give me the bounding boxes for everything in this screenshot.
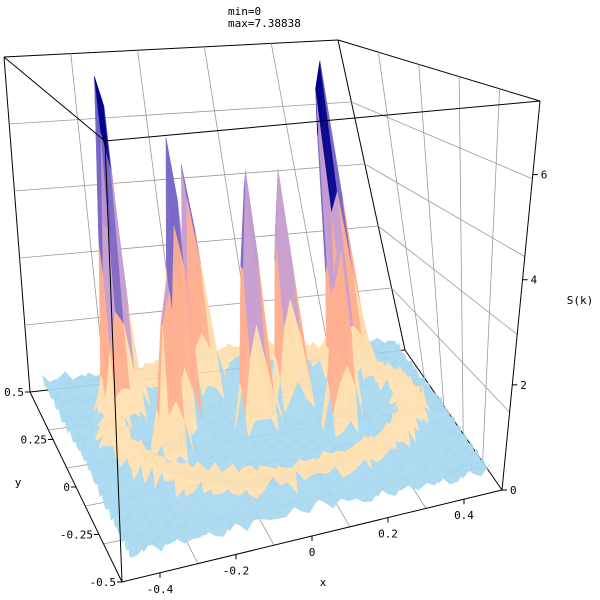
y-tick-label: 0 bbox=[63, 481, 70, 494]
x-tick-label: -0.4 bbox=[147, 583, 174, 596]
z-tick-label: 2 bbox=[520, 379, 527, 392]
y-tick-label: 0.25 bbox=[21, 434, 48, 447]
z-tick-label: 4 bbox=[531, 274, 538, 287]
z-tick-label: 6 bbox=[541, 169, 548, 182]
grid-line bbox=[70, 53, 106, 384]
box-edge bbox=[3, 39, 339, 58]
box-edge bbox=[104, 140, 123, 583]
grid-line bbox=[19, 225, 379, 259]
max-value-label: max=7.38838 bbox=[228, 17, 301, 30]
z-axis-label: S(k) bbox=[567, 294, 594, 307]
grid-line bbox=[270, 43, 331, 359]
y-tick-label: -0.25 bbox=[60, 529, 93, 542]
min-value-label: min=0 bbox=[228, 5, 262, 18]
surface-patch bbox=[479, 463, 490, 477]
y-axis-label: y bbox=[15, 476, 22, 489]
grid-line bbox=[418, 64, 445, 407]
x-tick-label: 0.4 bbox=[454, 509, 474, 522]
x-tick-label: 0.2 bbox=[378, 528, 398, 541]
box-edge bbox=[3, 56, 31, 393]
grid-line bbox=[364, 163, 526, 257]
grid-line bbox=[9, 101, 352, 125]
x-tick-label: -0.2 bbox=[223, 564, 250, 577]
y-tick-label: -0.5 bbox=[90, 576, 117, 589]
x-axis-label: x bbox=[320, 576, 327, 589]
box-edge bbox=[337, 39, 541, 102]
z-tick-label: 0 bbox=[510, 484, 517, 497]
surface-patch bbox=[166, 537, 178, 546]
x-tick-label: 0 bbox=[309, 546, 316, 559]
grid-line bbox=[351, 101, 533, 180]
box-edge bbox=[337, 39, 406, 351]
box-edge bbox=[3, 56, 106, 142]
grid-line bbox=[391, 287, 510, 413]
grid-line bbox=[482, 88, 500, 463]
surface bbox=[41, 60, 490, 558]
grid-line bbox=[14, 163, 365, 192]
axis-ticks: -0.4 -0.2 0 0.2 0.4 0.5 0.25 0 -0.25 -0.5 0 2 4 6 bbox=[4, 169, 547, 596]
box-edge bbox=[501, 100, 541, 491]
grid-line bbox=[378, 52, 425, 379]
grid-line bbox=[377, 225, 518, 335]
y-tick-label: 0.5 bbox=[4, 386, 24, 399]
box-edge bbox=[104, 100, 541, 142]
grid-line bbox=[458, 76, 464, 435]
